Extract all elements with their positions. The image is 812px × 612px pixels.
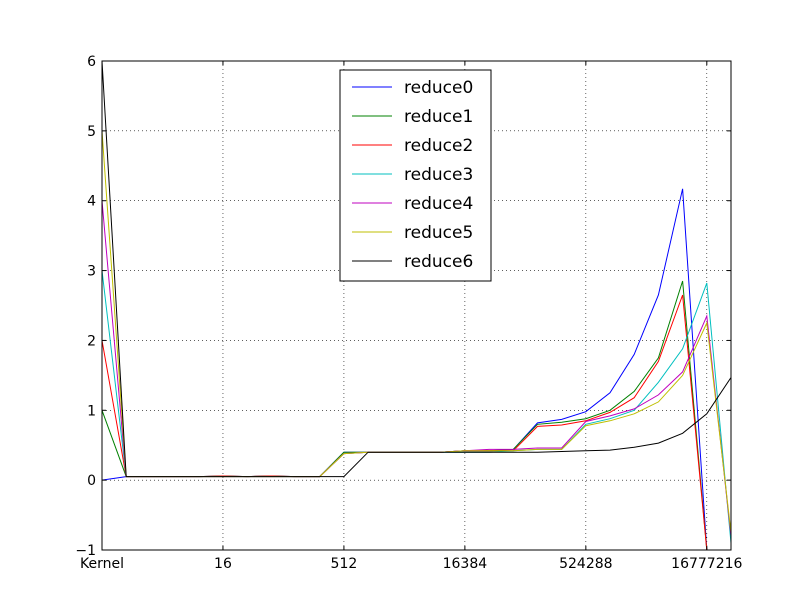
series-lines — [101, 60, 732, 551]
grid — [102, 61, 731, 550]
y-tick-label: 2 — [87, 333, 96, 349]
y-tick-label: 4 — [87, 194, 96, 210]
legend-label: reduce0 — [404, 78, 473, 98]
legend-label: reduce4 — [404, 194, 473, 214]
axis-ticks: −1 0 1 2 3 4 5 6 Kernel 16 512 16384 524288 16777216 — [75, 54, 742, 572]
legend-label: reduce3 — [404, 165, 473, 185]
x-tick-label: 16777216 — [671, 556, 742, 572]
plot-frame — [101, 60, 732, 551]
y-tick-label: 3 — [87, 264, 96, 280]
legend-label: reduce5 — [404, 223, 473, 243]
x-tick-label: Kernel — [80, 556, 124, 572]
legend-label: reduce1 — [404, 107, 473, 127]
legend-box — [339, 69, 492, 282]
y-tick-label: −1 — [75, 543, 96, 559]
x-tick-label: 16 — [214, 556, 232, 572]
y-tick-label: 5 — [87, 124, 96, 140]
x-tick-label: 524288 — [559, 556, 612, 572]
legend-label: reduce6 — [404, 252, 473, 272]
y-tick-label: 1 — [87, 403, 96, 419]
series-line-reduce6 — [101, 60, 732, 478]
y-tick-label: 0 — [87, 473, 96, 489]
legend: reduce0 reduce1 reduce2 reduce3 reduce4 reduc… — [339, 69, 492, 282]
y-tick-label: 6 — [87, 54, 96, 70]
x-tick-label: 16384 — [443, 556, 488, 572]
x-tick-label: 512 — [331, 556, 358, 572]
legend-label: reduce2 — [404, 136, 473, 156]
